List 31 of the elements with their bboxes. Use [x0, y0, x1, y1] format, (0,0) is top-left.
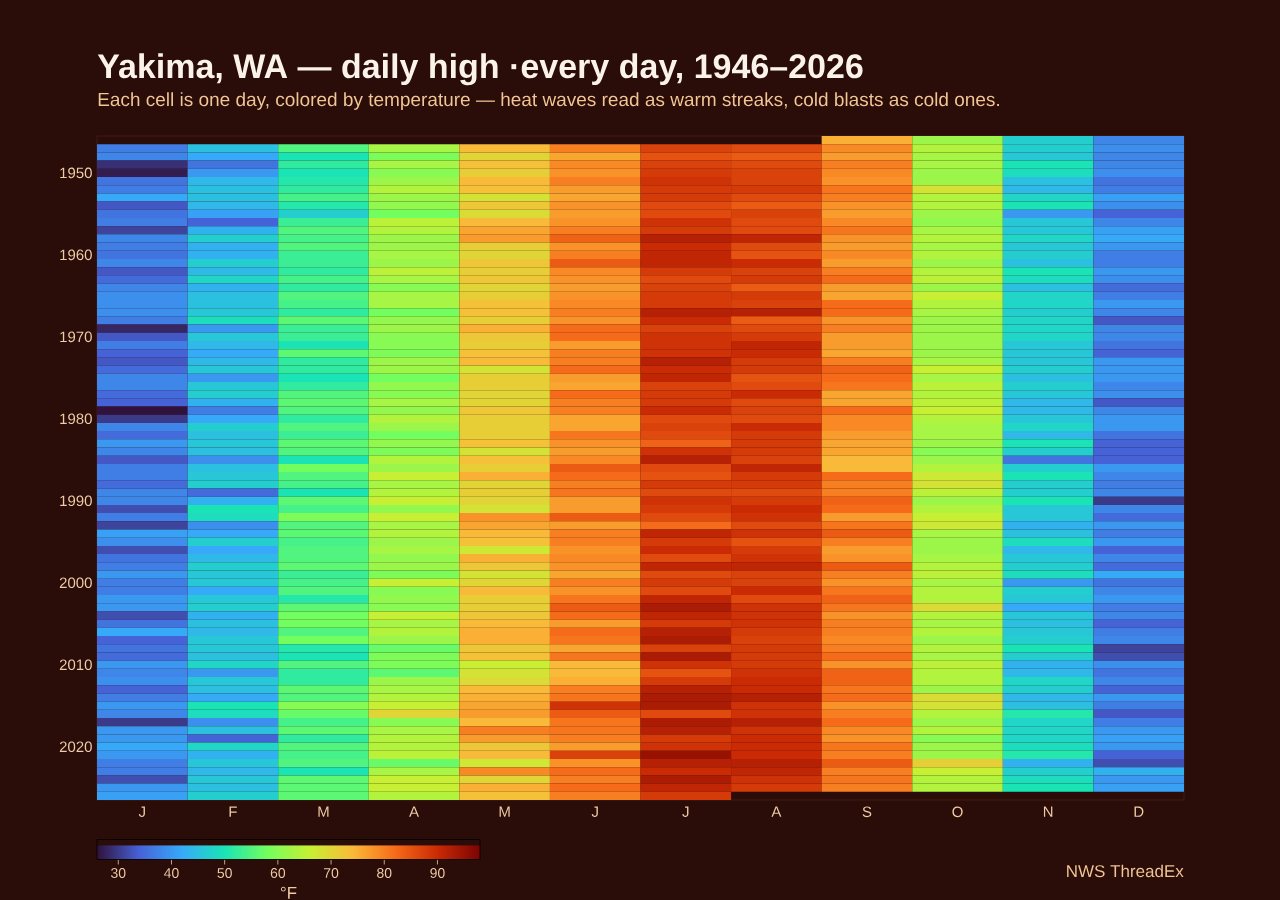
color-bar-label: 40	[164, 868, 179, 878]
color-bar-label: 70	[323, 868, 339, 878]
x-tick-label: A	[771, 806, 782, 817]
x-tick-label: N	[1043, 806, 1053, 817]
y-tick-label: 1990	[60, 495, 92, 507]
x-tick-label: J	[682, 806, 689, 817]
x-tick-label: M	[499, 806, 510, 817]
x-tick-label: S	[862, 806, 872, 818]
color-bar-label: 90	[430, 868, 445, 878]
color-bar-label: 80	[377, 868, 392, 878]
color-bar-label: 60	[270, 868, 286, 878]
y-tick-label: 2020	[59, 741, 92, 753]
x-tick-label: J	[591, 806, 598, 817]
color-bar-title: °F	[280, 886, 297, 899]
color-bar-label: 50	[217, 868, 232, 878]
x-tick-label: A	[409, 806, 420, 817]
y-tick-label: 1980	[60, 413, 92, 425]
x-tick-label: M	[318, 806, 329, 817]
y-tick-label: 1950	[60, 167, 92, 179]
color-bar-label: 30	[111, 868, 126, 878]
chart-subtitle: Each cell is one day, colored by temperature — heat waves read as warm streaks, cold blasts as cold ones.	[98, 92, 999, 110]
y-tick-label: 1970	[60, 331, 92, 343]
y-tick-label: 2010	[59, 659, 92, 671]
y-tick-label: 2000	[59, 577, 92, 589]
x-tick-label: J	[138, 806, 145, 817]
x-tick-label: D	[1134, 806, 1144, 817]
x-tick-label: F	[229, 806, 237, 817]
chart-title: Yakima, WA — daily high ·every day, 1946–2026	[97, 53, 863, 86]
text: NWS ThreadEx	[1067, 864, 1184, 878]
y-tick-label: 1960	[60, 249, 92, 261]
x-tick-label: O	[952, 806, 963, 818]
